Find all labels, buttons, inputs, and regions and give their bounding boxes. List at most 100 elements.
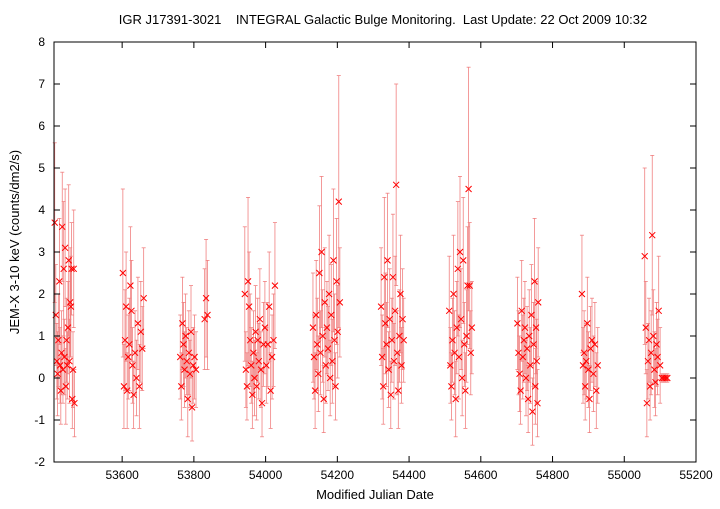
- data-point: [127, 282, 134, 289]
- data-point: [578, 290, 586, 298]
- data-point: [529, 408, 536, 415]
- data-point: [185, 349, 193, 357]
- data-point: [242, 366, 250, 373]
- data-point: [68, 265, 75, 273]
- data-point: [454, 265, 462, 273]
- data-point: [467, 349, 475, 357]
- data-point: [392, 181, 400, 189]
- data-point: [387, 391, 395, 399]
- data-point: [516, 370, 523, 378]
- data-point: [261, 324, 269, 331]
- data-point: [521, 324, 529, 331]
- data-point: [446, 362, 454, 369]
- data-point: [514, 320, 521, 327]
- data-point: [247, 362, 255, 369]
- x-tick-label: 54800: [536, 468, 570, 482]
- data-point: [61, 353, 68, 361]
- data-point: [592, 387, 600, 394]
- data-point: [390, 357, 398, 365]
- data-point: [468, 324, 476, 331]
- data-point: [644, 357, 652, 365]
- data-point: [581, 383, 589, 390]
- x-tick-label: 54600: [464, 468, 498, 482]
- data-point: [252, 328, 259, 336]
- data-point: [522, 374, 530, 382]
- data-point: [131, 349, 139, 357]
- data-point: [202, 294, 210, 302]
- data-point: [119, 269, 127, 277]
- data-point: [323, 324, 331, 331]
- data-point: [450, 290, 457, 298]
- y-tick-label: 4: [38, 203, 45, 217]
- data-point: [312, 311, 320, 319]
- data-point: [397, 290, 404, 298]
- data-point: [189, 362, 197, 369]
- data-point: [67, 303, 75, 310]
- data-point: [579, 362, 587, 369]
- data-point: [530, 341, 537, 348]
- data-point: [320, 395, 328, 403]
- data-point: [393, 349, 401, 357]
- data-point: [264, 341, 272, 348]
- data-point: [377, 303, 385, 310]
- data-point: [63, 362, 71, 369]
- data-point: [54, 336, 62, 344]
- data-point: [583, 320, 591, 327]
- data-point: [60, 265, 68, 273]
- data-point: [379, 383, 387, 390]
- data-point: [136, 383, 143, 390]
- data-point: [140, 294, 148, 302]
- data-point: [122, 303, 130, 310]
- data-point: [663, 374, 671, 382]
- y-tick-label: 5: [38, 161, 45, 175]
- x-tick-label: 53800: [177, 468, 211, 482]
- x-axis-label: Modified Julian Date: [316, 487, 434, 502]
- data-point: [585, 366, 592, 373]
- x-tick-label: 54400: [392, 468, 426, 482]
- data-point: [319, 332, 326, 340]
- data-point-layer: [51, 181, 671, 415]
- data-point: [463, 332, 470, 340]
- data-point: [641, 252, 649, 260]
- data-point: [256, 315, 264, 323]
- data-point: [129, 362, 136, 369]
- data-point: [324, 345, 332, 352]
- y-tick-label: 1: [38, 329, 45, 343]
- data-point: [262, 362, 270, 369]
- data-point: [653, 341, 660, 348]
- data-point: [330, 257, 337, 264]
- data-point: [532, 324, 540, 331]
- data-point: [524, 395, 532, 403]
- data-point: [531, 278, 538, 285]
- data-point: [57, 387, 65, 394]
- y-tick-label: 2: [38, 287, 45, 301]
- data-point: [191, 353, 198, 361]
- data-point: [647, 349, 655, 357]
- data-point: [254, 336, 262, 344]
- data-point: [248, 391, 256, 399]
- data-point: [523, 345, 531, 352]
- data-point: [534, 399, 541, 407]
- data-point: [328, 357, 336, 365]
- data-point: [399, 315, 406, 323]
- data-point: [389, 273, 397, 281]
- data-point: [466, 282, 474, 289]
- data-point: [265, 303, 273, 310]
- error-bar-layer: [52, 66, 670, 446]
- data-point: [56, 278, 63, 285]
- data-point: [452, 395, 460, 403]
- plot-frame: [53, 41, 697, 463]
- data-point: [333, 278, 340, 285]
- y-tick-label: 8: [38, 35, 45, 49]
- data-point: [531, 383, 539, 390]
- data-point: [181, 366, 188, 373]
- data-point: [383, 341, 390, 348]
- data-point: [204, 311, 211, 319]
- data-point: [391, 307, 399, 315]
- data-point: [120, 383, 128, 390]
- data-point: [325, 290, 333, 298]
- data-point: [241, 290, 249, 298]
- data-point: [334, 328, 342, 336]
- data-point: [66, 357, 73, 365]
- data-point: [459, 257, 467, 264]
